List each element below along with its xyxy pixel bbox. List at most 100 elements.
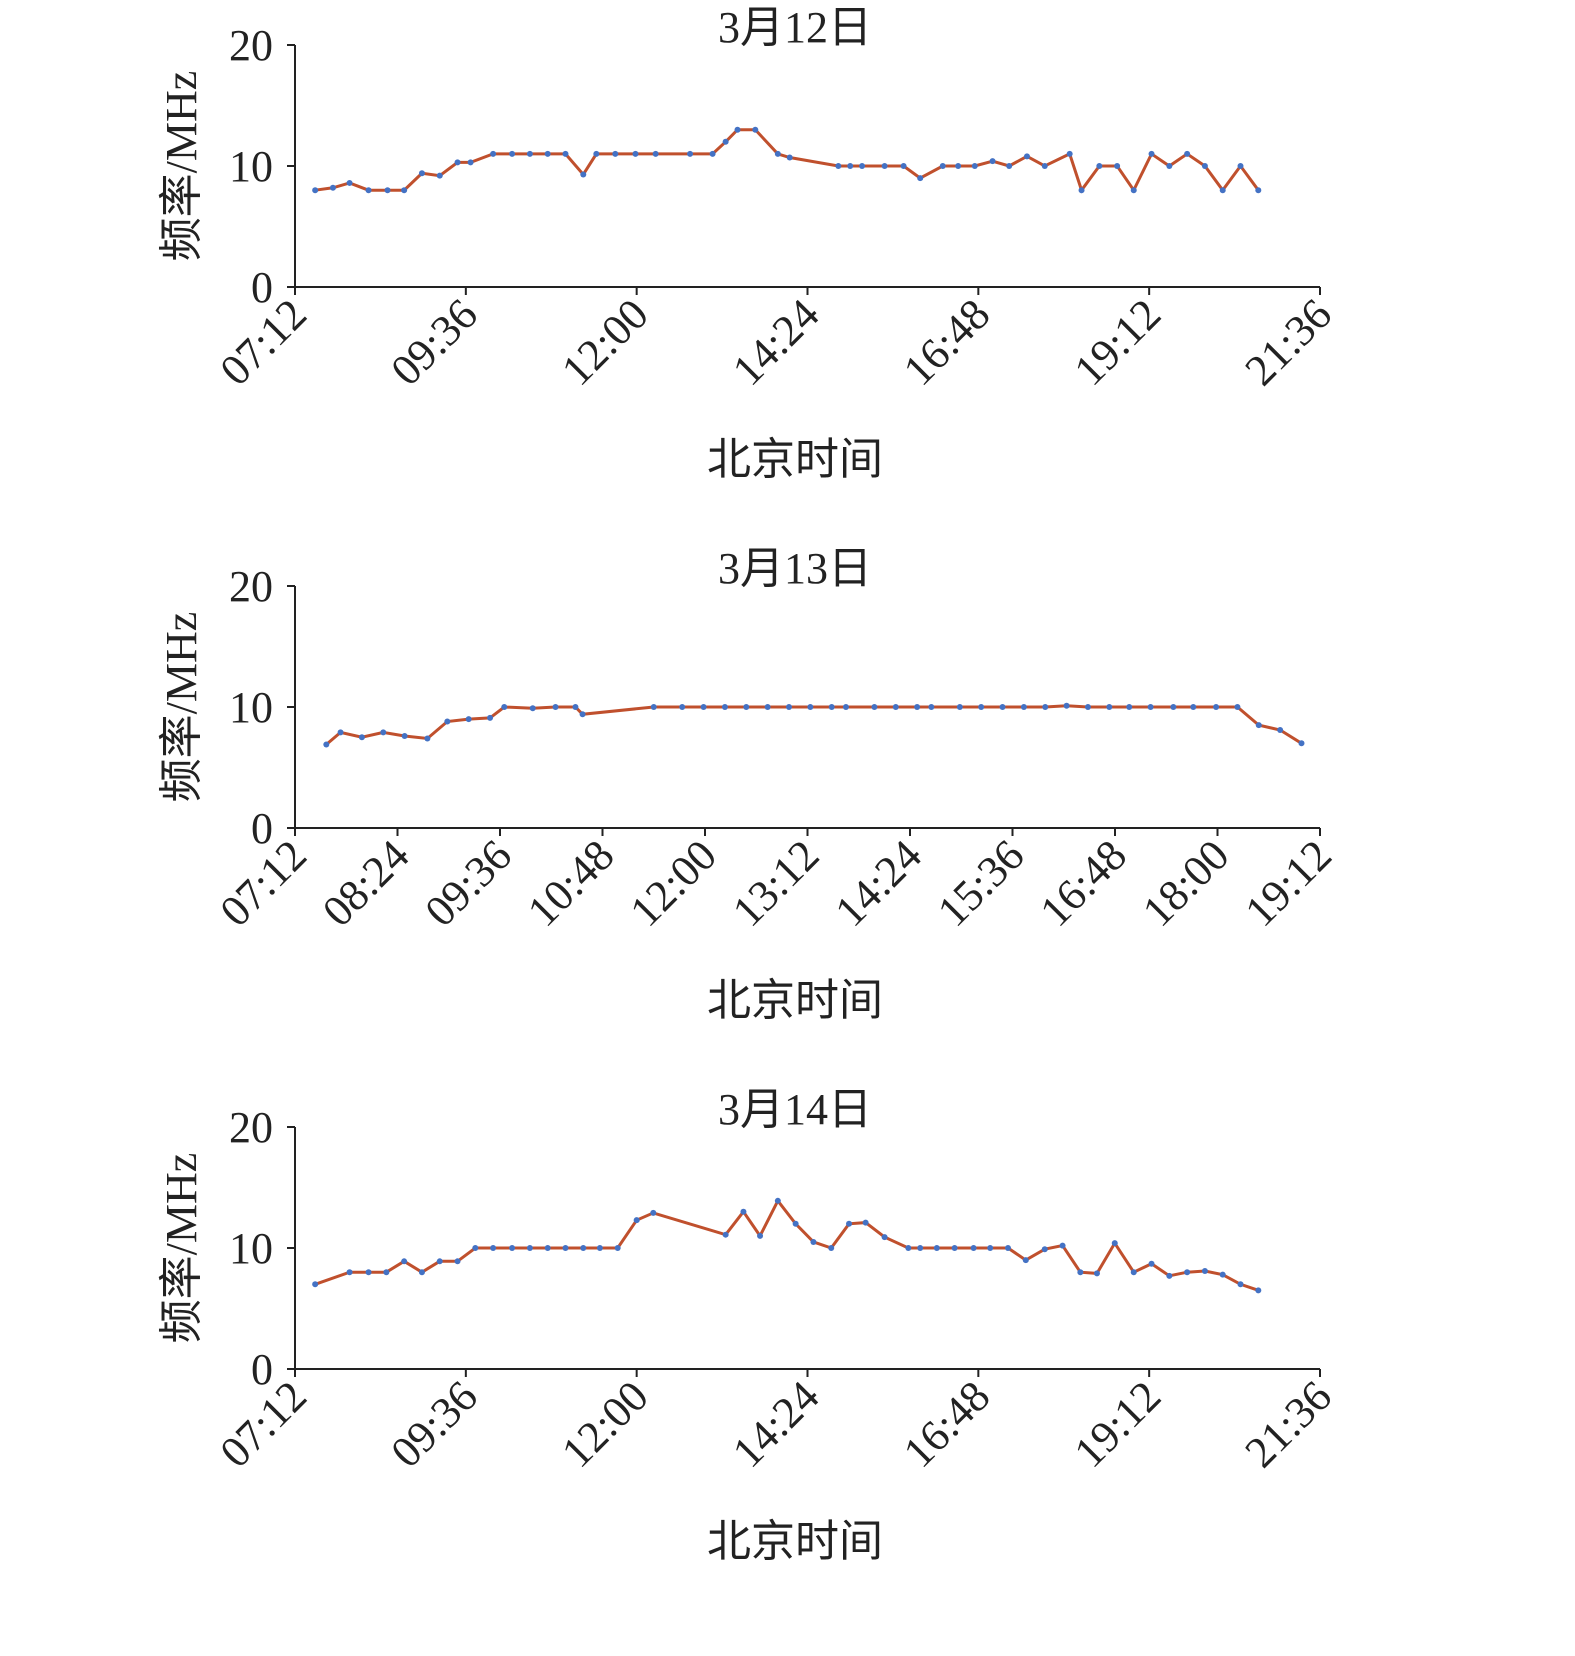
data-point: [1114, 163, 1121, 169]
data-point: [1022, 1257, 1029, 1264]
data-point: [1298, 740, 1305, 747]
data-point: [401, 187, 408, 194]
data-point: [807, 704, 814, 710]
data-point: [1041, 1246, 1048, 1253]
data-point: [900, 163, 907, 169]
x-tick-label: 16:48: [1031, 830, 1137, 936]
x-tick-label: 14:24: [826, 830, 932, 936]
data-point: [774, 150, 781, 157]
panel: 3月13日频率/MHz北京时间0102007:1208:2409:3610:48…: [157, 544, 1341, 1025]
data-point: [346, 179, 353, 186]
y-axis-title: 频率/MHz: [157, 1153, 206, 1344]
data-point: [544, 150, 551, 157]
data-point: [1066, 150, 1073, 157]
data-point: [914, 704, 921, 710]
data-point: [721, 704, 728, 710]
data-point: [700, 704, 707, 710]
y-tick-label: 20: [229, 21, 273, 70]
data-line: [314, 128, 1260, 194]
data-point: [743, 704, 750, 710]
data-point: [454, 159, 461, 166]
data-point: [614, 1245, 621, 1251]
data-point: [509, 150, 516, 157]
data-point: [1130, 1269, 1137, 1276]
data-point: [1077, 1269, 1084, 1276]
x-tick-label: 13:12: [723, 830, 829, 936]
data-point: [1170, 704, 1177, 710]
data-point: [1147, 704, 1154, 710]
y-axis-title: 频率/MHz: [157, 71, 206, 262]
chart-title: 3月13日: [718, 544, 872, 593]
y-tick-label: 20: [229, 562, 273, 611]
x-tick-label: 14:24: [723, 289, 829, 395]
data-point: [734, 126, 741, 133]
data-point: [1184, 150, 1191, 157]
data-point: [418, 1269, 425, 1276]
data-point: [579, 711, 586, 718]
x-tick-label: 18:00: [1133, 830, 1239, 936]
data-point: [596, 1245, 603, 1251]
data-point: [1023, 153, 1030, 160]
data-point: [552, 704, 559, 710]
data-point: [572, 704, 579, 710]
data-point: [1020, 704, 1027, 710]
data-point: [529, 705, 536, 712]
chart-title: 3月12日: [718, 3, 872, 52]
data-point: [1041, 163, 1048, 169]
data-point: [454, 1258, 461, 1265]
data-point: [955, 163, 962, 169]
data-point: [323, 741, 330, 748]
y-axis-title: 频率/MHz: [157, 612, 206, 803]
data-point: [971, 163, 978, 169]
x-tick-label: 09:36: [381, 289, 487, 395]
data-point: [384, 187, 391, 194]
data-point: [650, 1209, 657, 1216]
data-point: [810, 1238, 817, 1245]
data-point: [1059, 1242, 1066, 1249]
x-tick-label: 16:48: [894, 1371, 1000, 1477]
data-point: [509, 1245, 516, 1251]
data-point: [1130, 187, 1137, 194]
data-point: [1255, 1287, 1262, 1294]
data-point: [740, 1208, 747, 1215]
data-point: [846, 1220, 853, 1227]
x-tick-label: 12:00: [552, 289, 658, 395]
data-point: [1148, 150, 1155, 157]
data-point: [401, 1258, 408, 1265]
data-point: [424, 735, 431, 742]
data-point: [365, 1269, 372, 1276]
x-axis-title: 北京时间: [707, 976, 883, 1025]
data-point: [490, 1245, 497, 1251]
data-point: [859, 163, 866, 169]
y-tick-label: 10: [229, 1224, 273, 1273]
data-point: [1166, 1272, 1173, 1279]
data-point: [917, 1245, 924, 1251]
data-point: [465, 716, 472, 723]
data-point: [774, 1197, 781, 1204]
data-point: [1148, 1260, 1155, 1267]
data-point: [987, 1245, 994, 1251]
data-point: [337, 729, 344, 736]
data-point: [593, 150, 600, 157]
x-tick-label: 09:36: [381, 1371, 487, 1477]
data-point: [1219, 1271, 1226, 1278]
data-point: [1213, 704, 1220, 710]
data-point: [633, 1217, 640, 1224]
data-point: [828, 1245, 835, 1251]
data-point: [383, 1269, 390, 1276]
data-point: [467, 159, 474, 166]
x-tick-label: 09:36: [416, 830, 522, 936]
data-point: [792, 1220, 799, 1227]
data-point: [1237, 163, 1244, 169]
data-point: [881, 1234, 888, 1241]
data-point: [1237, 1281, 1244, 1288]
data-point: [490, 150, 497, 157]
data-point: [709, 150, 716, 157]
data-point: [1255, 187, 1262, 194]
data-point: [847, 163, 854, 169]
data-point: [487, 714, 494, 721]
data-point: [1078, 187, 1085, 194]
data-point: [1084, 704, 1091, 710]
data-point: [562, 150, 569, 157]
